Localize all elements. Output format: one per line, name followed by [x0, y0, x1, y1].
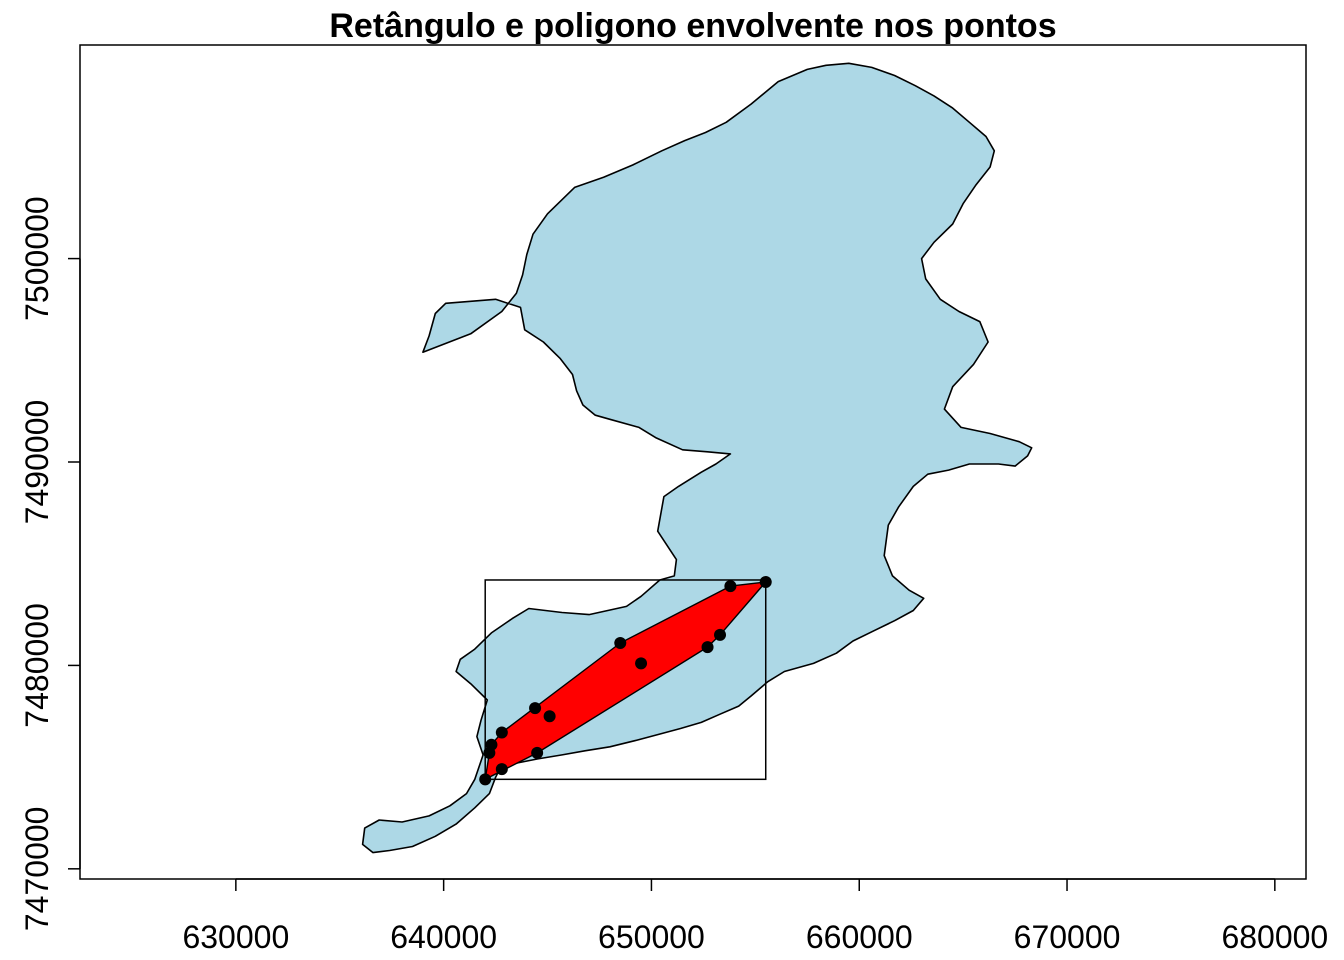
rectangle-layer — [484, 579, 767, 781]
x-tick-label: 640000 — [390, 919, 497, 955]
x-tick-label: 660000 — [806, 919, 913, 955]
x-tick-label: 680000 — [1221, 919, 1328, 955]
data-point — [529, 702, 542, 715]
y-tick-label: 7500000 — [19, 196, 55, 321]
bounding-rectangle — [484, 579, 767, 781]
data-point — [714, 628, 727, 641]
y-axis: 7470000 7480000 7490000 7500000 — [19, 196, 81, 932]
region-layer — [361, 62, 1033, 854]
data-point — [543, 710, 556, 723]
data-point — [635, 657, 648, 670]
data-point — [614, 637, 627, 650]
points-layer — [479, 576, 772, 786]
chart-title: Retângulo e poligono envolvente nos pont… — [329, 7, 1056, 45]
data-point — [495, 726, 508, 739]
x-tick-label: 650000 — [598, 919, 705, 955]
x-tick-label: 670000 — [1014, 919, 1121, 955]
data-point — [495, 763, 508, 776]
data-point — [485, 738, 498, 751]
y-tick-label: 7480000 — [19, 603, 55, 728]
y-tick-label: 7490000 — [19, 400, 55, 525]
data-point — [724, 580, 737, 593]
x-tick-label: 630000 — [182, 919, 289, 955]
y-tick-label: 7470000 — [19, 807, 55, 932]
data-point — [759, 576, 772, 589]
data-point — [701, 641, 714, 654]
data-point — [479, 773, 492, 786]
x-axis: 630000 640000 650000 660000 670000 680000 — [182, 878, 1328, 955]
data-point — [531, 746, 544, 759]
region-polygon — [361, 62, 1033, 854]
